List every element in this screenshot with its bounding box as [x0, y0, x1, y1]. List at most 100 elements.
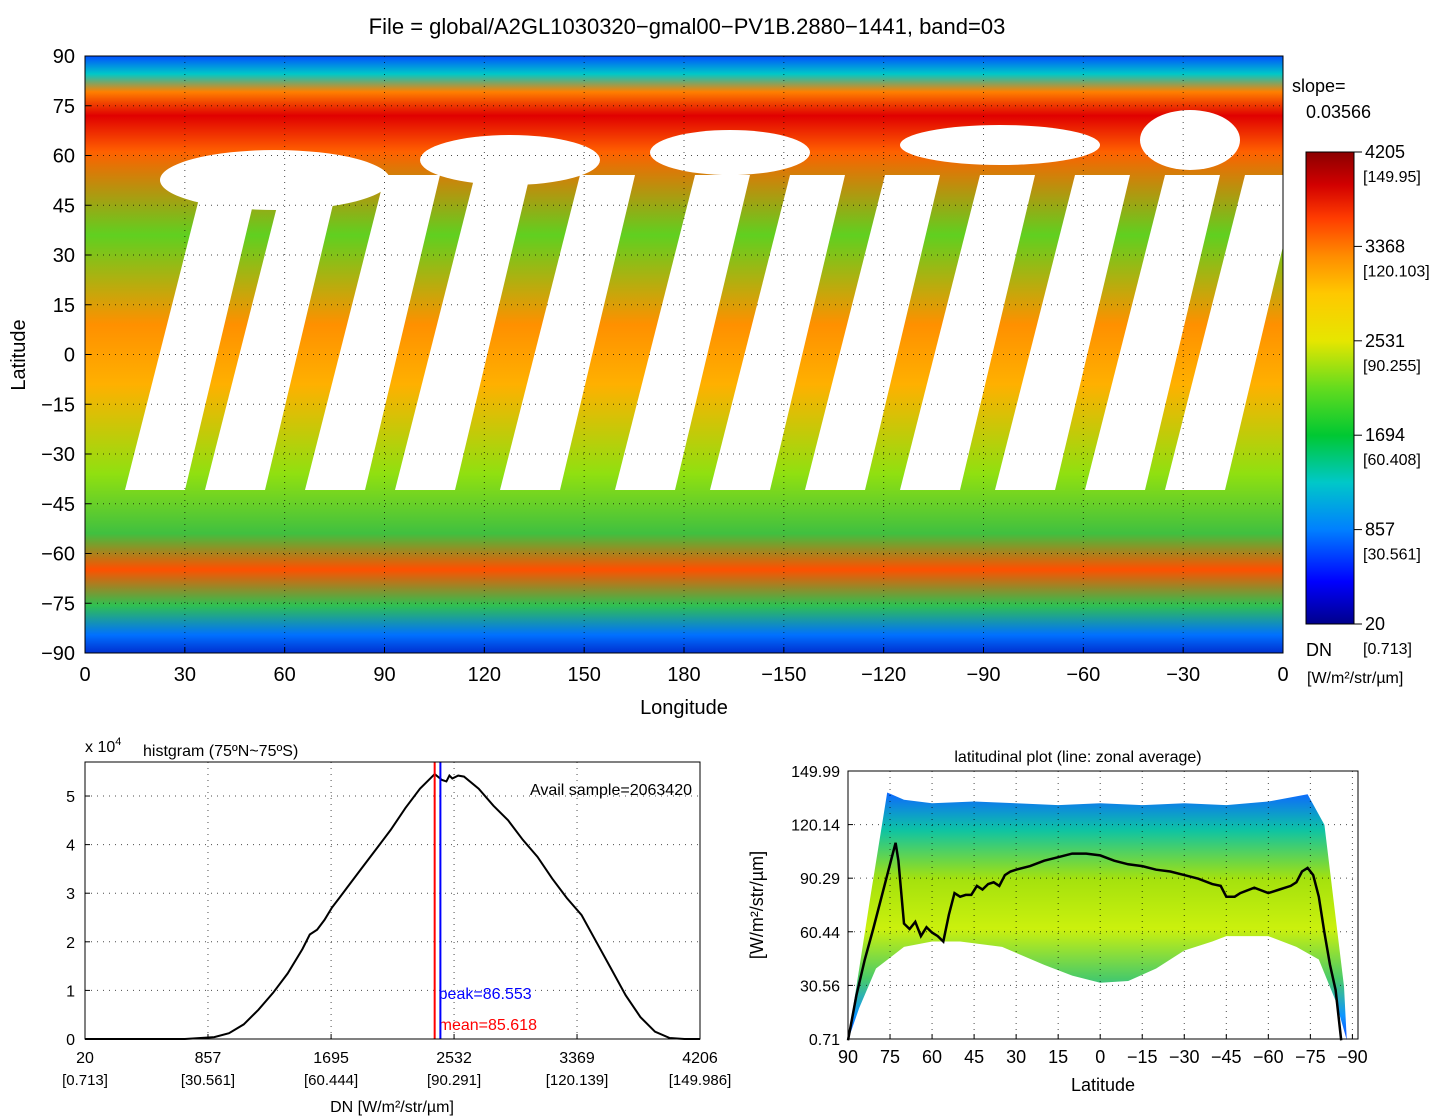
hist-x-tick-dn: 1695	[313, 1050, 349, 1067]
map-y-label: Latitude	[8, 319, 30, 390]
colorbar-tick-rad: [120.103]	[1363, 263, 1430, 280]
hist-x-tick-rad: [90.291]	[427, 1072, 481, 1089]
hist-x-ticks: 20 [0.713] 857 [30.561] 1695 [60.444] 2532 [90.…	[62, 1034, 731, 1089]
hist-y-tick-label: 5	[66, 789, 75, 806]
slope-value: 0.03566	[1306, 102, 1371, 122]
cloud-gap	[650, 130, 810, 175]
lat-x-tick-label: −30	[1169, 1047, 1200, 1067]
lat-x-tick-label: 30	[1006, 1047, 1026, 1067]
hist-x-tick-dn: 20	[76, 1050, 94, 1067]
lat-x-tick-label: 90	[838, 1047, 858, 1067]
lat-y-tick-label: 149.99	[791, 764, 840, 781]
hist-curve	[85, 772, 700, 1040]
swath-gap	[205, 175, 340, 490]
hist-y-tick-label: 2	[66, 935, 75, 952]
hist-x-tick-rad: [149.986]	[669, 1072, 732, 1089]
hist-marker-label: mean=85.618	[439, 1017, 537, 1034]
lat-y-tick-label: 90.29	[800, 871, 840, 888]
lat-frame	[847, 770, 1359, 1040]
map-y-tick-label: 30	[53, 245, 75, 267]
hist-x-tick-rad: [60.444]	[304, 1072, 358, 1089]
colorbar-tick-rad: [149.95]	[1363, 169, 1421, 186]
cloud-gap	[1140, 110, 1240, 170]
lat-grid	[848, 771, 1358, 1039]
swath-gap	[1085, 175, 1220, 490]
swath-gap	[995, 175, 1130, 490]
hist-y-tick-label: 4	[66, 838, 75, 855]
lat-x-tick-label: 60	[922, 1047, 942, 1067]
swath-gap	[615, 175, 750, 490]
map-y-tick-label: 0	[64, 345, 75, 367]
hist-frame	[84, 761, 701, 1040]
lat-x-label: Latitude	[1071, 1075, 1135, 1095]
lat-x-tick-label: −60	[1253, 1047, 1284, 1067]
hist-y-tick-label: 1	[66, 983, 75, 1000]
swath-gap	[900, 175, 1035, 490]
colorbar-tick-dn: 3368	[1365, 236, 1405, 256]
colorbar-tick-rad: [0.713]	[1363, 641, 1412, 658]
map-y-tick-label: 15	[53, 295, 75, 317]
lat-x-tick-label: 0	[1095, 1047, 1105, 1067]
colorbar-tick-rad: [90.255]	[1363, 358, 1421, 375]
slope-label: slope=	[1292, 76, 1346, 96]
map-x-tick-label: 120	[468, 664, 501, 686]
lat-y-tick-label: 30.56	[800, 978, 840, 995]
lat-x-tick-label: 75	[880, 1047, 900, 1067]
hist-x-tick-rad: [120.139]	[546, 1072, 609, 1089]
map-x-tick-label: 90	[373, 664, 395, 686]
cloud-gap	[160, 150, 390, 210]
map-x-tick-label: −60	[1066, 664, 1100, 686]
colorbar	[1305, 151, 1355, 625]
lat-x-ticks: 90 75 60 45 30 15 0 −15 −30 −45 −60 −75 −90	[838, 1034, 1368, 1067]
map-x-tick-label: 60	[274, 664, 296, 686]
hist-annotation: Avail sample=2063420	[530, 782, 692, 799]
map-y-tick-label: −30	[41, 444, 75, 466]
hist-x-tick-dn: 2532	[436, 1050, 472, 1067]
map-x-tick-label: 0	[79, 664, 90, 686]
hist-y-tick-label: 3	[66, 886, 75, 903]
lat-scatter-band	[848, 792, 1347, 1041]
lat-series	[846, 792, 1347, 1041]
map-x-tick-label: −30	[1166, 664, 1200, 686]
swath-gap	[805, 175, 940, 490]
map-title: File = global/A2GL1030320−gmal00−PV1B.28…	[369, 14, 1006, 39]
hist-x-tick-dn: 4206	[682, 1050, 718, 1067]
map-y-tick-label: −75	[41, 593, 75, 615]
map-y-tick-label: 45	[53, 195, 75, 217]
hist-exponent-label: x 104	[85, 736, 121, 756]
colorbar-tick-dn: 857	[1365, 520, 1395, 540]
hist-x-label: DN [W/m²/str/µm]	[330, 1099, 454, 1116]
map-y-tick-label: −15	[41, 394, 75, 416]
lat-y-ticks: 0.71 30.56 60.44 90.29 120.14 149.99	[791, 764, 853, 1049]
lat-x-tick-label: −15	[1127, 1047, 1158, 1067]
colorbar-tick-dn: 2531	[1365, 331, 1405, 351]
swath-gap	[395, 175, 530, 490]
colorbar-tick-rad: [60.408]	[1363, 452, 1421, 469]
lat-y-tick-label: 120.14	[791, 818, 840, 835]
hist-grid	[85, 762, 700, 1039]
hist-x-tick-dn: 3369	[559, 1050, 595, 1067]
colorbar-unit-rad: [W/m²/str/µm]	[1307, 670, 1403, 687]
map-y-tick-label: 60	[53, 146, 75, 168]
colorbar-tick-dn: 20	[1365, 614, 1385, 634]
lat-x-tick-label: −90	[1337, 1047, 1368, 1067]
lat-y-label: [W/m²/str/µm]	[747, 851, 767, 959]
map-x-tick-label: −90	[967, 664, 1001, 686]
colorbar-tick-dn: 4205	[1365, 142, 1405, 162]
cloud-gap	[900, 125, 1100, 165]
map-x-tick-label: −120	[861, 664, 906, 686]
swath-gap	[125, 175, 260, 490]
hist-y-ticks: 0 1 2 3 4 5	[66, 789, 90, 1049]
hist-title: histgram (75ºN~75ºS)	[143, 743, 298, 760]
lat-y-tick-label: 0.71	[809, 1032, 840, 1049]
map-y-tick-label: 90	[53, 46, 75, 68]
swath-gap	[305, 175, 440, 490]
map-y-tick-label: 75	[53, 96, 75, 118]
swath-gap	[500, 175, 635, 490]
hist-y-tick-label: 0	[66, 1032, 75, 1049]
lat-zonal-average-line	[846, 842, 1343, 1041]
colorbar-tick-dn: 1694	[1365, 425, 1405, 445]
lat-y-tick-label: 60.44	[800, 925, 840, 942]
cloud-gap	[420, 135, 600, 185]
